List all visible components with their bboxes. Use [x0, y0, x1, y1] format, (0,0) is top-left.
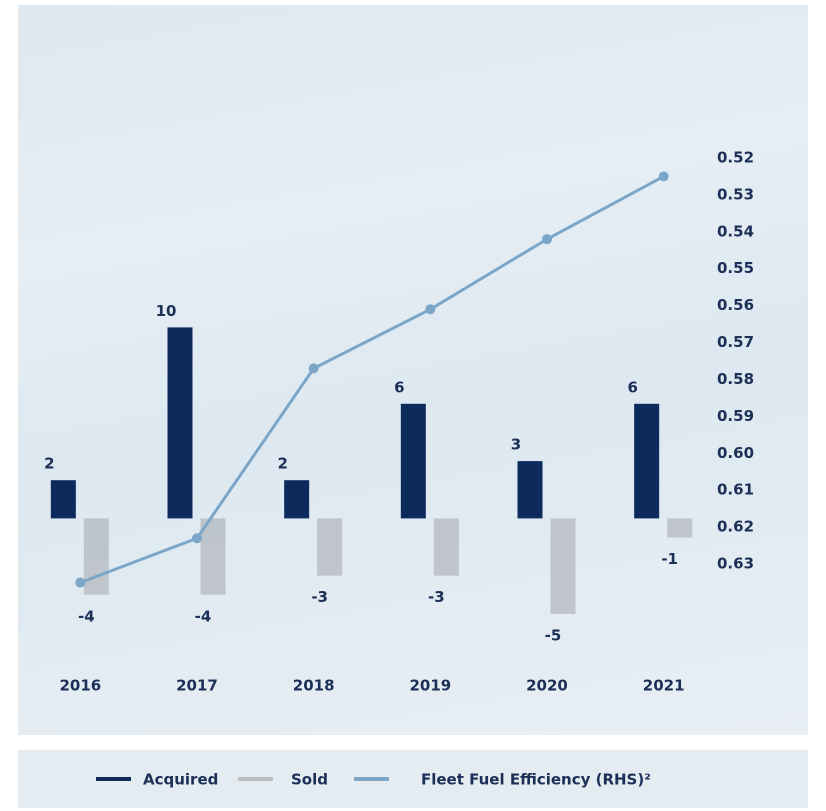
data-label: -4: [78, 607, 95, 625]
x-tick-label: 2021: [643, 677, 685, 695]
bar: [634, 404, 659, 519]
data-label: 3: [511, 436, 521, 454]
bar: [84, 518, 109, 594]
legend-label: Fleet Fuel Efficiency (RHS)²: [421, 771, 651, 789]
y2-tick-label: 0.62: [717, 518, 754, 536]
y2-tick-label: 0.63: [717, 555, 754, 573]
data-label: -1: [661, 550, 678, 568]
legend-label: Sold: [291, 771, 328, 789]
data-label: -3: [311, 588, 328, 606]
data-label: 6: [394, 378, 404, 396]
y2-tick-label: 0.61: [717, 481, 754, 499]
x-tick-label: 2018: [293, 677, 335, 695]
y2-tick-label: 0.58: [717, 370, 754, 388]
x-tick-label: 2020: [526, 677, 568, 695]
y2-tick-label: 0.53: [717, 185, 754, 203]
x-tick-label: 2017: [176, 677, 218, 695]
line-point: [192, 533, 202, 543]
bar: [168, 327, 193, 518]
y2-tick-label: 0.57: [717, 333, 754, 351]
bar: [401, 404, 426, 519]
data-label: 6: [627, 378, 637, 396]
line-point: [309, 363, 319, 373]
bar: [317, 518, 342, 575]
bar: [518, 461, 543, 518]
data-label: 10: [156, 302, 177, 320]
line-point: [659, 171, 669, 181]
y2-tick-label: 0.59: [717, 407, 754, 425]
y2-tick-label: 0.60: [717, 444, 754, 462]
x-tick-label: 2019: [409, 677, 451, 695]
bar: [434, 518, 459, 575]
legend-label: Acquired: [143, 771, 218, 789]
chart: 0.52 0.53 0.54 0.55 0.56 0.57 0.58 0.59 0.60 0.61…: [0, 0, 826, 811]
line-point: [75, 578, 85, 588]
bar: [284, 480, 309, 518]
data-label: 2: [277, 455, 287, 473]
y2-tick-label: 0.55: [717, 259, 754, 277]
line-point: [425, 304, 435, 314]
line-point: [542, 234, 552, 244]
x-tick-label: 2016: [59, 677, 101, 695]
page: {"chart_data": {"type": "bar-line", "cat…: [0, 0, 826, 811]
data-label: -5: [545, 626, 562, 644]
data-label: -4: [195, 607, 212, 625]
bar: [667, 518, 692, 537]
bar: [51, 480, 76, 518]
y2-tick-label: 0.52: [717, 148, 754, 166]
y2-tick-label: 0.56: [717, 296, 754, 314]
bar: [551, 518, 576, 614]
data-label: -3: [428, 588, 445, 606]
y2-tick-label: 0.54: [717, 222, 754, 240]
data-label: 2: [44, 455, 54, 473]
